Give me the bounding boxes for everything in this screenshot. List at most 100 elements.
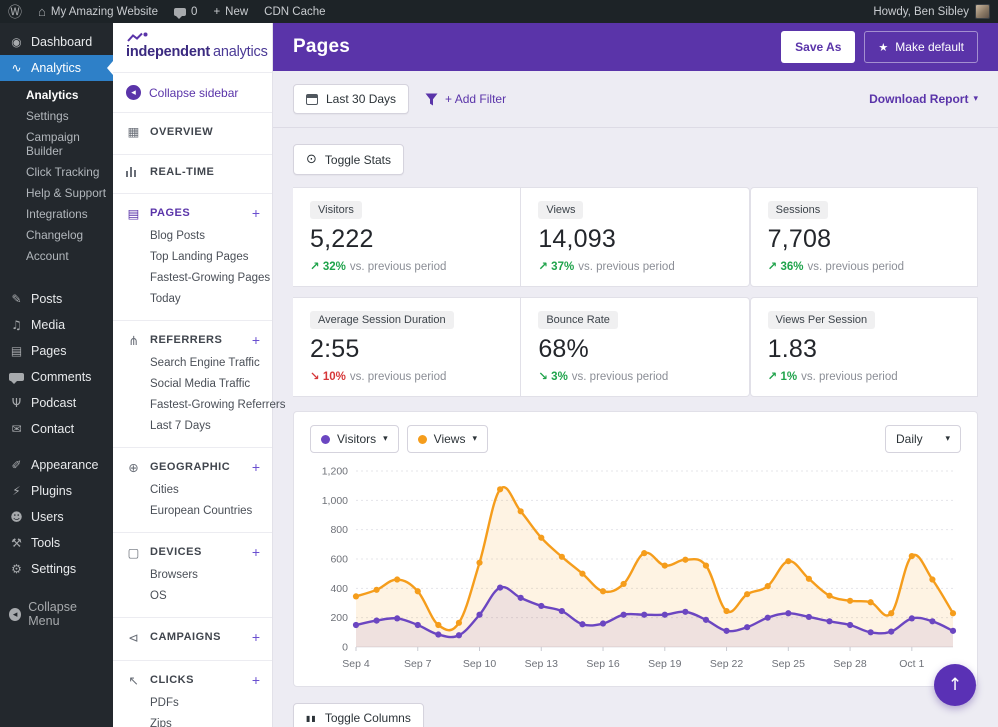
wp-submenu-item[interactable]: Account <box>26 248 69 263</box>
add-report-plus-icon[interactable]: + <box>251 544 260 560</box>
section-label: DEVICES <box>150 546 202 558</box>
stat-card: Views 14,093 ↗ 37% vs. previous period <box>521 187 750 287</box>
analytics-nav-section-header[interactable]: ▤ PAGES + <box>126 205 260 221</box>
series-toggle-button[interactable]: Visitors ▾ <box>310 425 399 453</box>
analytics-nav-section-header[interactable]: ⊲ CAMPAIGNS + <box>126 629 260 645</box>
wordpress-logo-icon[interactable]: Ⓦ <box>8 3 22 20</box>
analytics-nav-section-header[interactable]: ⋔ REFERRERS + <box>126 332 260 348</box>
wp-submenu-item[interactable]: Help & Support <box>26 185 107 200</box>
analytics-nav-subitem[interactable]: Social Media Traffic <box>150 377 251 390</box>
add-report-plus-icon[interactable]: + <box>251 629 260 645</box>
add-report-plus-icon[interactable]: + <box>251 332 260 348</box>
analytics-nav-section-header[interactable]: ▢ DEVICES + <box>126 544 260 560</box>
analytics-nav-subitem[interactable]: European Countries <box>150 504 253 517</box>
collapse-menu-button[interactable]: ◂ Collapse Menu <box>0 594 113 634</box>
analytics-nav-subitem[interactable]: Zips <box>150 717 172 727</box>
plus-icon: + <box>213 5 221 18</box>
wp-submenu-item[interactable]: Settings <box>26 108 69 123</box>
stat-compare-note: vs. previous period <box>349 371 447 383</box>
wp-menu-item[interactable]: ∿ Analytics <box>0 55 113 81</box>
wp-menu-item[interactable]: ✎ Posts <box>0 286 113 312</box>
wp-menu-item[interactable]: ✐ Appearance <box>0 452 113 478</box>
referrers-icon: ⋔ <box>128 332 139 348</box>
wp-submenu-item[interactable]: Analytics <box>26 87 79 102</box>
analytics-nav-subitem[interactable]: Search Engine Traffic <box>150 356 260 369</box>
cdn-cache-link[interactable]: CDN Cache <box>264 5 326 18</box>
stat-delta: ↗ 1% <box>767 371 798 383</box>
download-report-button[interactable]: Download Report ▾ <box>869 92 978 106</box>
new-content-link[interactable]: + New <box>213 5 249 18</box>
toggle-stats-button[interactable]: ⊙ Toggle Stats <box>293 144 404 175</box>
music-note-icon: ♫ <box>11 318 22 332</box>
analytics-nav-section: ⊲ CAMPAIGNS + <box>113 618 272 661</box>
svg-text:1,200: 1,200 <box>322 466 348 478</box>
trend-arrow-icon: ↗ <box>538 261 548 273</box>
howdy-user-link[interactable]: Howdy, Ben Sibley <box>873 5 969 18</box>
section-label: PAGES <box>150 207 191 219</box>
analytics-nav-subitem[interactable]: Cities <box>150 483 179 496</box>
wp-menu-item[interactable]: Ψ Podcast <box>0 390 113 416</box>
stat-card: Visitors 5,222 ↗ 32% vs. previous period <box>293 187 522 287</box>
make-default-button[interactable]: ★ Make default <box>864 31 978 63</box>
user-avatar[interactable] <box>975 4 990 19</box>
stat-label-badge: Sessions <box>767 201 829 219</box>
analytics-nav-section-header[interactable]: REAL-TIME <box>126 166 260 178</box>
svg-text:Oct 1: Oct 1 <box>899 658 924 670</box>
analytics-nav-subitem[interactable]: Blog Posts <box>150 229 205 242</box>
stat-label-badge: Views <box>538 201 584 219</box>
site-name-link[interactable]: ⌂ My Amazing Website <box>30 0 166 23</box>
page-header: Pages Save As ★ Make default <box>273 23 998 71</box>
analytics-nav-section-header[interactable]: ⊕ GEOGRAPHIC + <box>126 459 260 475</box>
add-report-plus-icon[interactable]: + <box>251 459 260 475</box>
analytics-nav-section: REAL-TIME <box>113 155 272 194</box>
analytics-nav-subitem[interactable]: Fastest-Growing Referrers <box>150 398 286 411</box>
date-range-button[interactable]: Last 30 Days <box>293 84 410 114</box>
wp-menu-item[interactable]: ▤ Pages <box>0 338 113 364</box>
wp-menu-item[interactable]: Comments <box>0 364 113 390</box>
analytics-nav-subitem[interactable]: Today <box>150 292 181 305</box>
wp-menu-item-label: Pages <box>31 344 67 358</box>
add-report-plus-icon[interactable]: + <box>251 672 260 688</box>
stat-value: 7,708 <box>767 225 832 253</box>
interval-select[interactable]: Daily ▾ <box>885 425 961 453</box>
analytics-nav-subitem[interactable]: Last 7 Days <box>150 419 211 432</box>
wp-menu-item[interactable]: ◉ Dashboard <box>0 29 113 55</box>
wp-menu-item[interactable]: ⚒ Tools <box>0 530 113 556</box>
analytics-nav-subitem[interactable]: PDFs <box>150 696 179 709</box>
analytics-nav-section-header[interactable]: ▦ OVERVIEW <box>126 124 260 139</box>
scroll-to-top-button[interactable]: ↑ <box>934 664 976 706</box>
click-cursor-icon: ↖ <box>128 672 139 688</box>
wp-submenu-item[interactable]: Click Tracking <box>26 164 100 179</box>
svg-text:400: 400 <box>330 583 348 595</box>
analytics-nav-subitem[interactable]: Browsers <box>150 568 198 581</box>
analytics-nav-section-header[interactable]: ↖ CLICKS + <box>126 672 260 688</box>
page-title: Pages <box>293 36 350 57</box>
analytics-nav-subitem[interactable]: Fastest-Growing Pages <box>150 271 271 284</box>
collapse-sidebar-button[interactable]: ◂ Collapse sidebar <box>113 73 272 113</box>
add-filter-button[interactable]: + Add Filter <box>425 92 506 106</box>
toggle-columns-button[interactable]: ▮▮ Toggle Columns <box>293 703 424 727</box>
add-report-plus-icon[interactable]: + <box>251 205 260 221</box>
wp-menu-item[interactable]: ⚡ Plugins <box>0 478 113 504</box>
stat-label-badge: Visitors <box>310 201 362 219</box>
analytics-nav-subitem[interactable]: Top Landing Pages <box>150 250 249 263</box>
traffic-chart-card: Visitors ▾ Views ▾ Daily ▾ 0 200 400 600 800… <box>293 411 978 687</box>
wp-menu-item[interactable]: ✉ Contact <box>0 416 113 442</box>
analytics-nav-subitem[interactable]: OS <box>150 589 167 602</box>
comments-link[interactable]: 0 <box>166 0 205 23</box>
wp-submenu-item[interactable]: Changelog <box>26 227 84 242</box>
wp-menu-item[interactable]: ♫ Media <box>0 312 113 338</box>
chevron-down-icon: ▾ <box>945 434 950 444</box>
wp-submenu-item[interactable]: Campaign Builder <box>26 129 80 158</box>
stat-compare-note: vs. previous period <box>801 371 898 383</box>
series-toggle-button[interactable]: Views ▾ <box>406 425 488 453</box>
svg-text:Sep 25: Sep 25 <box>772 658 805 670</box>
wp-menu-item[interactable]: ☻ Users <box>0 504 113 530</box>
stat-delta: ↗ 37% <box>538 261 575 273</box>
wp-menu-item-label: Appearance <box>31 458 99 472</box>
wp-submenu-item[interactable]: Integrations <box>26 206 88 221</box>
wp-menu-item[interactable]: ⚙ Settings <box>0 556 113 582</box>
columns-icon: ▮▮ <box>306 713 317 723</box>
chevron-down-icon: ▾ <box>383 434 388 444</box>
save-as-button[interactable]: Save As <box>781 31 856 63</box>
